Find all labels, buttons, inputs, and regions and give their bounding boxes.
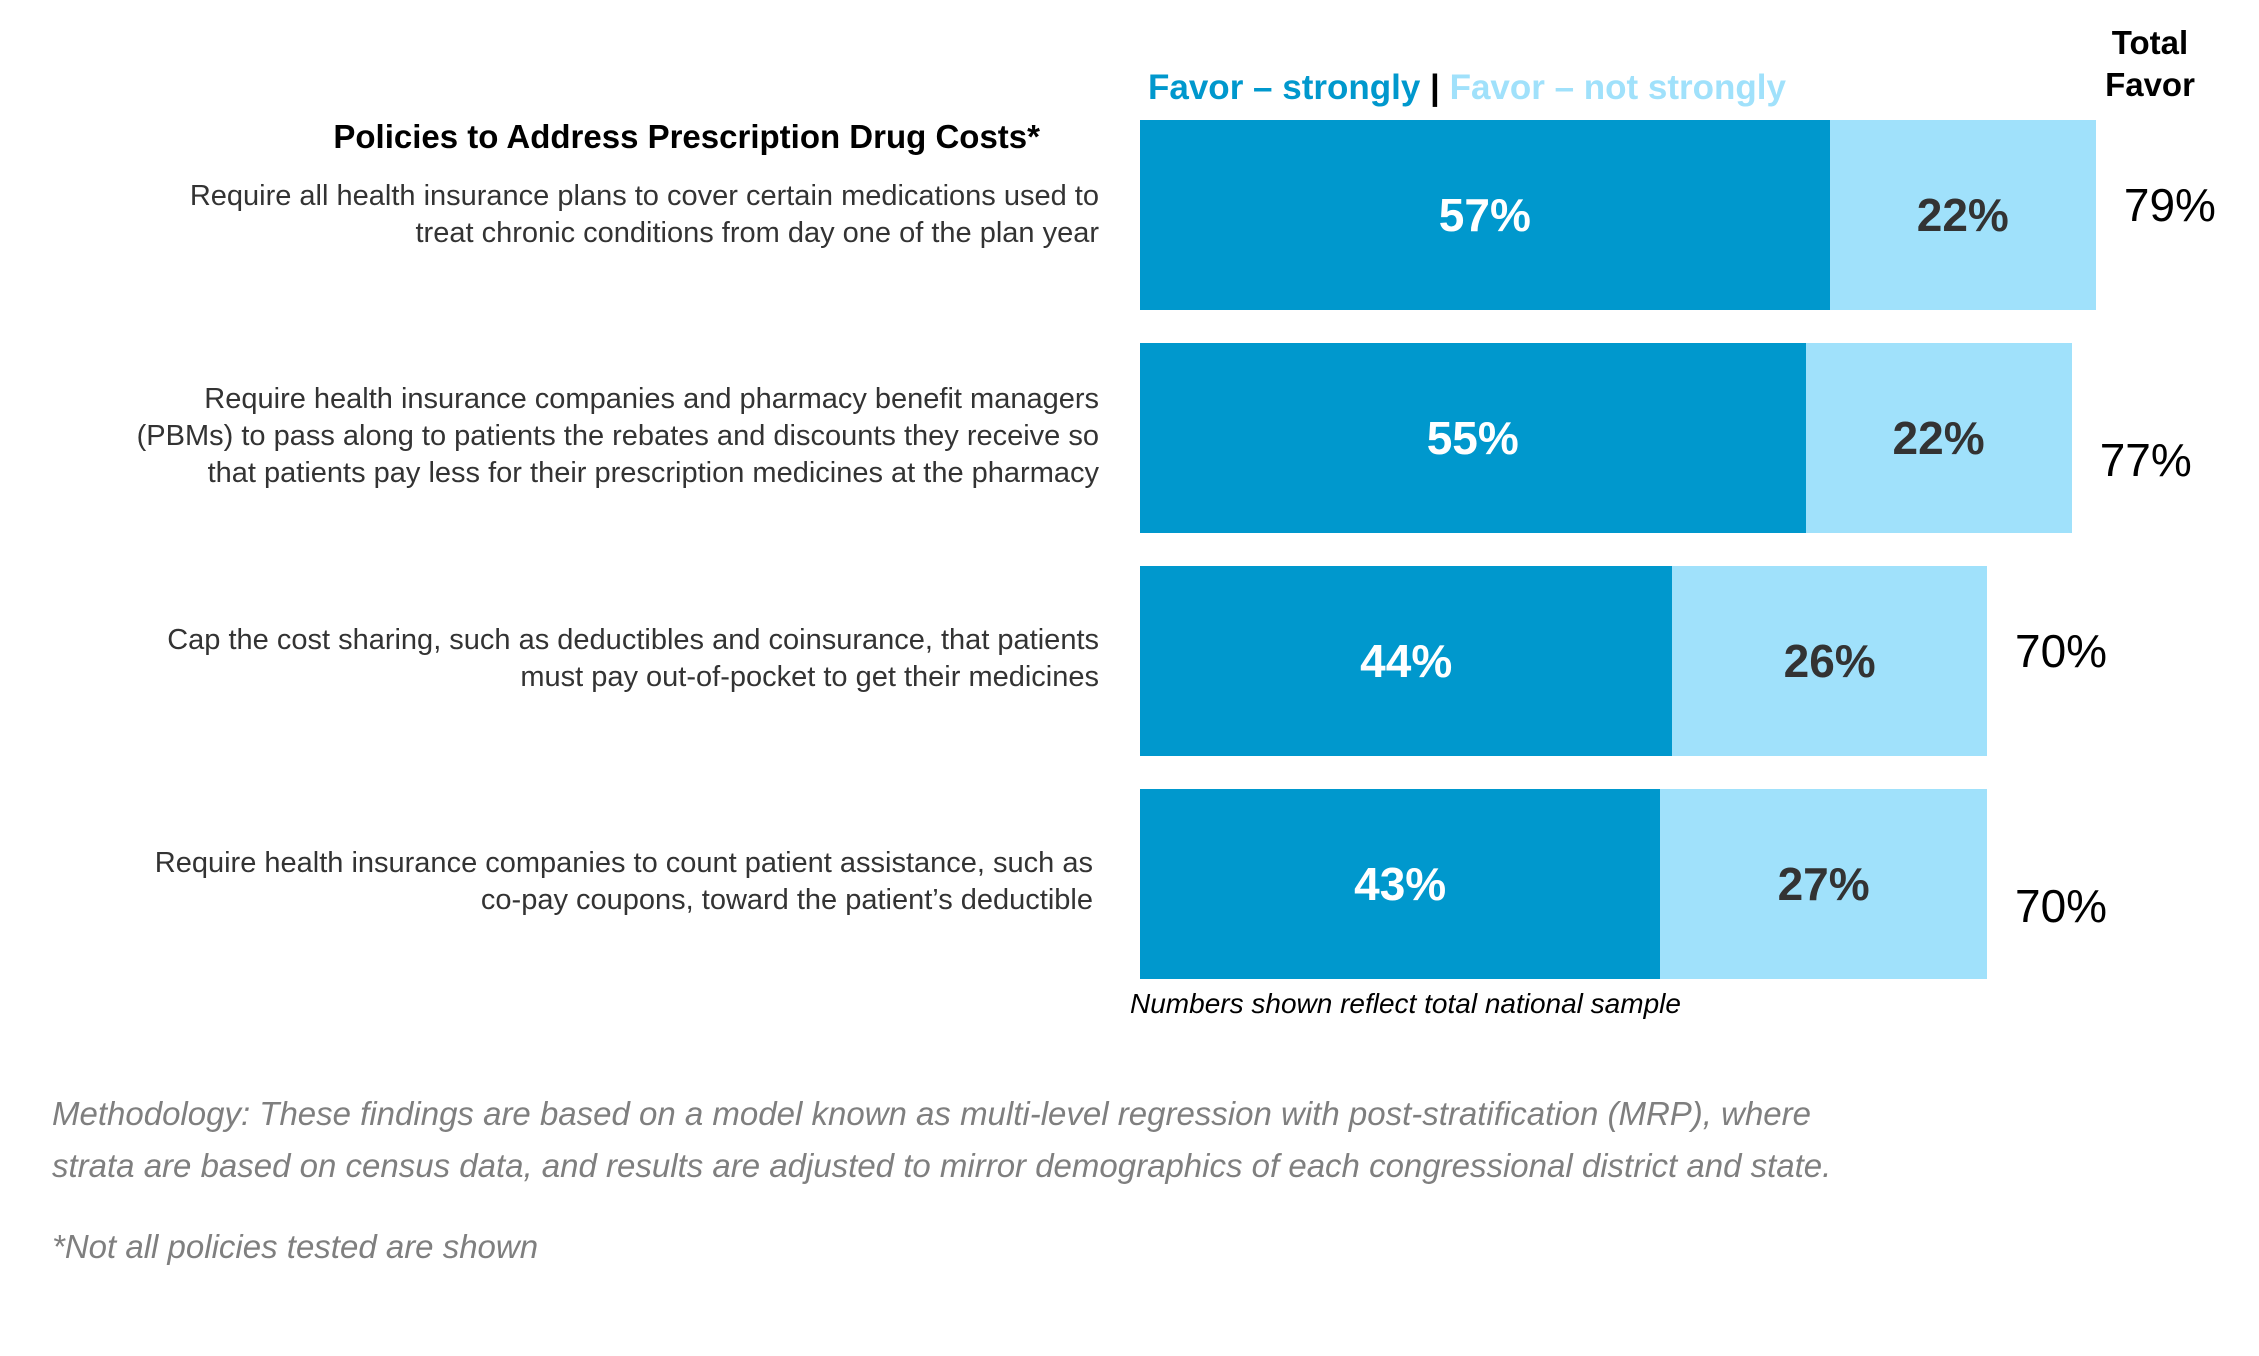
total-favor-header: Total Favor [2070, 22, 2230, 106]
legend-favor-strongly: Favor – strongly [1148, 68, 1421, 107]
bar-favor-not-strongly: 22% [1805, 343, 2072, 533]
policy-label: Require health insurance companies to co… [0, 845, 1093, 919]
legend-favor-not-strongly: Favor – not strongly [1449, 68, 1786, 107]
policy-label: Require all health insurance plans to co… [0, 178, 1099, 252]
footnote: *Not all policies tested are shown [52, 1228, 539, 1265]
bar-favor-strongly: 57% [1140, 120, 1830, 310]
bar-favor-not-strongly: 27% [1660, 789, 1987, 979]
total-favor-label: 70% [2015, 625, 2108, 677]
section-title: Policies to Address Prescription Drug Co… [333, 118, 1040, 155]
policy-label-line: treat chronic conditions from day one of… [415, 217, 1100, 249]
total-favor-label: 77% [2099, 434, 2192, 486]
policy-label-line: Require all health insurance plans to co… [189, 180, 1099, 212]
bar-favor-not-strongly: 26% [1672, 566, 1987, 756]
policy-label-line: Require health insurance companies to co… [154, 847, 1093, 879]
total-favor-header-line1: Total [2111, 24, 2189, 61]
bar-favor-strongly: 43% [1140, 789, 1661, 979]
bar-favor-strongly: 55% [1140, 343, 1806, 533]
policy-label-line: co-pay coupons, toward the patient’s ded… [480, 884, 1093, 916]
bar-favor-not-strongly: 22% [1829, 120, 2096, 310]
legend-separator: | [1430, 68, 1440, 107]
bar-favor-strongly: 44% [1140, 566, 1673, 756]
policy-label-line: Cap the cost sharing, such as deductible… [167, 624, 1099, 656]
total-favor-label: 79% [2123, 179, 2216, 231]
policy-label-line: Require health insurance companies and p… [204, 383, 1099, 415]
total-favor-label: 70% [2015, 880, 2108, 932]
total-favor-header-line2: Favor [2105, 66, 2195, 103]
sample-note: Numbers shown reflect total national sam… [1130, 988, 1681, 1019]
methodology-line: Methodology: These findings are based on… [52, 1095, 1811, 1132]
legend: Favor – strongly | Favor – not strongly [1148, 68, 1786, 108]
methodology-line: strata are based on census data, and res… [52, 1147, 1832, 1184]
policy-label-line: (PBMs) to pass along to patients the reb… [136, 420, 1099, 452]
policy-label: Require health insurance companies and p… [0, 381, 1099, 492]
methodology-note: Methodology: These findings are based on… [52, 1088, 2212, 1192]
policy-label: Cap the cost sharing, such as deductible… [0, 622, 1099, 696]
policy-label-line: must pay out-of-pocket to get their medi… [520, 661, 1099, 693]
policy-label-line: that patients pay less for their prescri… [207, 457, 1099, 489]
